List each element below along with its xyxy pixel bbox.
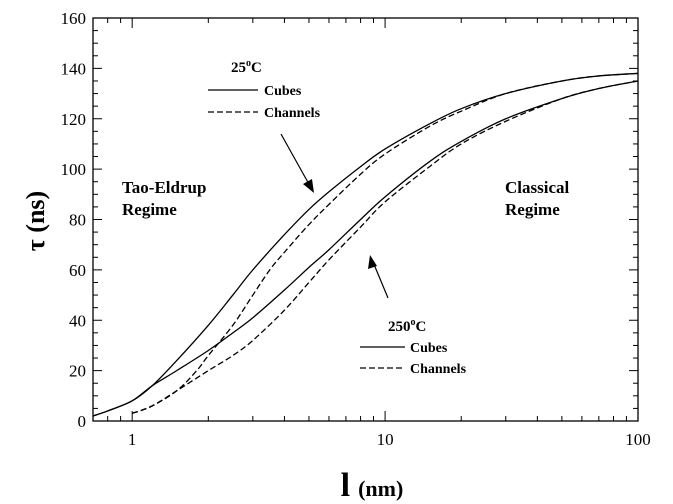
legend-25c-temp: 25 — [231, 60, 246, 76]
annotation-classical: Classical Regime — [505, 178, 573, 219]
x-tick-label: 100 — [625, 430, 651, 449]
y-tick-label: 120 — [61, 110, 87, 129]
legend-250c-degree: o — [411, 317, 416, 328]
axis-ticks: 0 20 40 60 80 100 120 140 160 1 10 100 — [61, 9, 651, 449]
legend-25c-unit: C — [251, 60, 262, 76]
annotation-classical-line2: Regime — [505, 200, 560, 219]
legend-25c-cubes-label: Cubes — [264, 84, 302, 99]
y-tick-label: 20 — [69, 362, 86, 381]
series-curves — [92, 72, 639, 417]
legend-250c-channels-label: Channels — [410, 362, 467, 377]
series-line-250c-solid — [92, 80, 639, 417]
annotation-classical-line1: Classical — [505, 178, 570, 197]
annotation-tao-eldrup: Tao-Eldrup Regime — [122, 178, 211, 219]
y-tick-label: 60 — [69, 261, 86, 280]
arrow-250c-head — [368, 255, 377, 269]
x-axis-variable: l — [341, 467, 350, 504]
x-axis-unit: (nm) — [358, 476, 403, 501]
annotation-tao-eldrup-line2: Regime — [122, 200, 177, 219]
y-axis-title: τ (ns) — [21, 191, 50, 251]
arrow-25c-head — [303, 179, 314, 193]
legend-250c-unit: C — [416, 319, 427, 335]
arrow-250c — [368, 255, 389, 299]
annotation-tao-eldrup-line1: Tao-Eldrup — [122, 178, 206, 197]
series-line-250c-dashed — [131, 80, 639, 415]
legend-250c-cubes-label: Cubes — [410, 341, 448, 356]
plot-frame — [92, 17, 639, 422]
x-axis-title: l (nm) — [341, 467, 404, 504]
y-tick-label: 40 — [69, 311, 86, 330]
legend-25c: 25oC Cubes Channels — [208, 58, 321, 121]
legend-250c: 250oC Cubes Channels — [360, 317, 467, 377]
arrow-25c — [280, 133, 314, 193]
y-tick-label: 100 — [61, 160, 87, 179]
y-tick-label: 0 — [78, 412, 87, 431]
x-tick-label: 10 — [377, 430, 394, 449]
y-tick-label: 160 — [61, 9, 87, 28]
legend-25c-title: 25oC — [231, 58, 262, 76]
legend-25c-degree: o — [246, 58, 251, 69]
legend-25c-channels-label: Channels — [264, 106, 321, 121]
legend-250c-temp: 250 — [388, 319, 411, 335]
y-tick-label: 140 — [61, 59, 87, 78]
legend-250c-title: 250oC — [388, 317, 426, 335]
x-tick-label: 1 — [128, 430, 137, 449]
series-line-25c-dashed — [131, 72, 639, 415]
series-line-25c-solid — [92, 72, 639, 417]
y-tick-label: 80 — [69, 211, 86, 230]
